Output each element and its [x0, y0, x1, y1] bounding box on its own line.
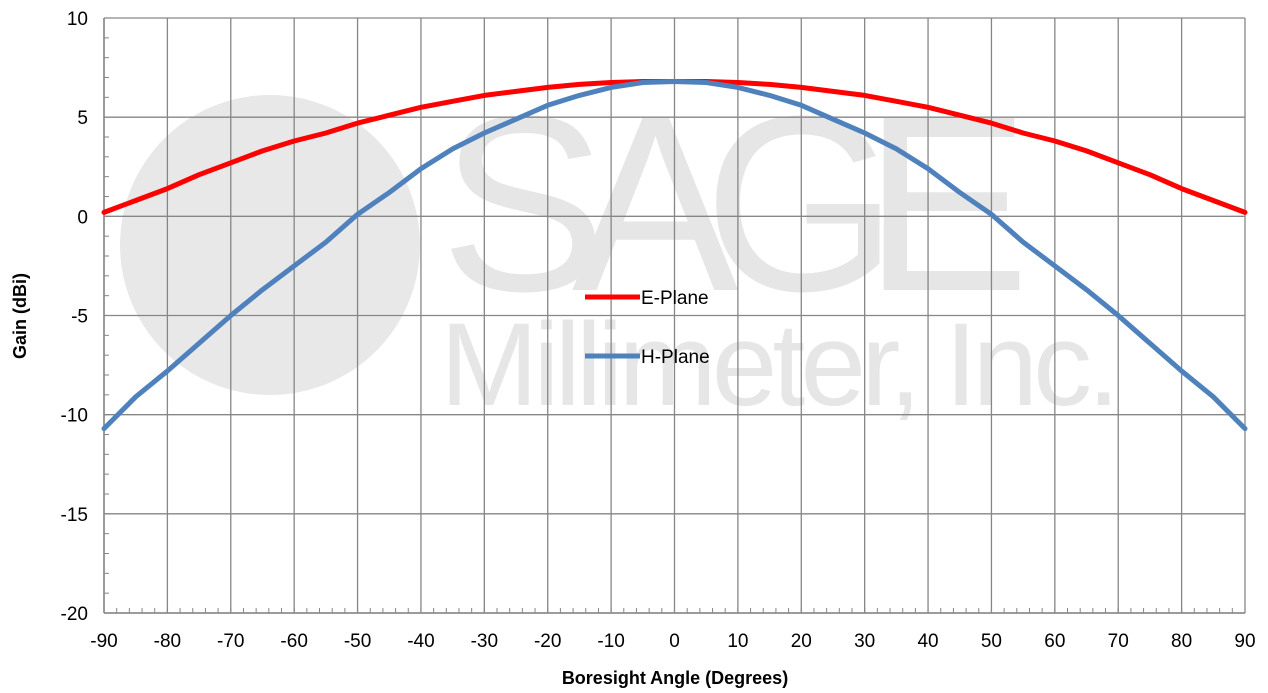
x-tick-label: 50	[981, 631, 1002, 652]
y-tick-label: -15	[61, 505, 88, 526]
x-tick-label: 10	[727, 631, 748, 652]
x-tick-label: 80	[1171, 631, 1192, 652]
x-tick-label: 40	[917, 631, 938, 652]
x-tick-label: -10	[597, 631, 624, 652]
legend-label: H-Plane	[641, 347, 710, 368]
x-tick-label: -40	[407, 631, 434, 652]
legend-label: E-Plane	[641, 288, 709, 309]
x-axis-title: Boresight Angle (Degrees)	[562, 668, 788, 688]
y-tick-label: 5	[77, 108, 88, 129]
y-tick-label: 0	[77, 207, 88, 228]
x-tick-label: 0	[669, 631, 680, 652]
x-tick-label: 20	[791, 631, 812, 652]
y-axis-title: Gain (dBi)	[10, 273, 30, 359]
x-tick-label: 90	[1234, 631, 1255, 652]
y-tick-label: -20	[61, 604, 88, 625]
watermark-line2: Millimeter, Inc.	[440, 299, 1120, 431]
watermark-logo-circle	[120, 95, 420, 395]
y-tick-label: 10	[67, 9, 88, 30]
axes	[103, 17, 1246, 614]
legend: E-Plane H-Plane	[585, 288, 710, 368]
y-tick-labels: -20 -15 -10 -5 0 5 10	[61, 9, 88, 625]
x-tick-label: 30	[854, 631, 875, 652]
grid	[103, 17, 1246, 614]
y-tick-label: -10	[61, 406, 88, 427]
x-tick-label: -70	[217, 631, 244, 652]
x-tick-label: -90	[90, 631, 117, 652]
y-tick-label: -5	[71, 307, 88, 328]
x-tick-label: 70	[1108, 631, 1129, 652]
x-tick-label: -30	[471, 631, 498, 652]
x-tick-label: -80	[154, 631, 181, 652]
series-layer	[101, 79, 1248, 432]
x-tick-label: 60	[1044, 631, 1065, 652]
x-tick-label: -60	[280, 631, 307, 652]
x-tick-labels: -90 -80 -70 -60 -50 -40 -30 -20 -10 0 10 20 30 40 50 60…	[90, 631, 1255, 652]
series-line-h-plane	[101, 79, 1248, 432]
x-tick-label: -20	[534, 631, 561, 652]
watermark: SAGE Millimeter, Inc.	[120, 64, 1120, 431]
x-tick-label: -50	[344, 631, 371, 652]
